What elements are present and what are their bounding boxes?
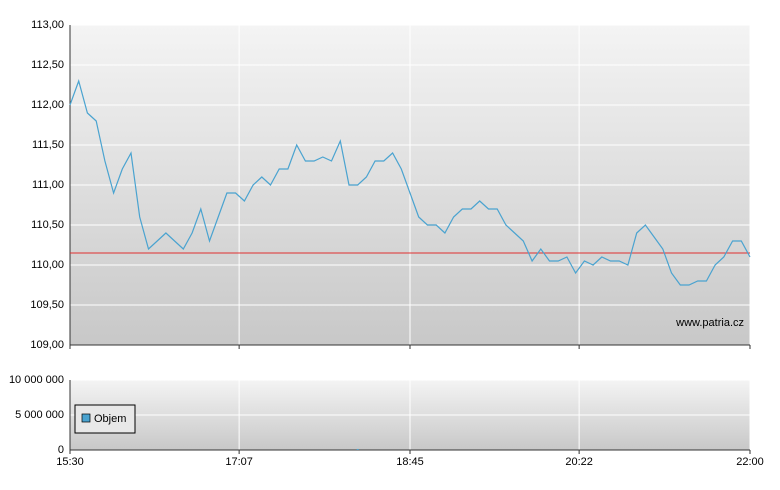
- x-tick-label: 15:30: [56, 456, 84, 468]
- y-tick-label: 109,50: [30, 299, 64, 311]
- y-tick-label: 110,00: [31, 259, 64, 271]
- legend: Objem: [74, 404, 136, 434]
- y-tick-label: 111,00: [32, 179, 64, 191]
- legend-label: Objem: [94, 413, 126, 425]
- price-line: [69, 79, 751, 286]
- legend-swatch: [81, 413, 91, 423]
- y-tick-label: 110,50: [31, 219, 64, 231]
- watermark: www.patria.cz: [675, 317, 744, 329]
- volume-bar: [356, 448, 359, 450]
- x-tick-label: 17:07: [225, 456, 253, 468]
- y-tick-label: 10 000 000: [9, 374, 64, 386]
- y-tick-label: 109,00: [30, 339, 64, 351]
- y-tick-label: 5 000 000: [15, 409, 64, 421]
- y-tick-label: 112,00: [31, 99, 64, 111]
- y-tick-label: 113,00: [31, 19, 64, 31]
- x-tick-label: 18:45: [396, 456, 424, 468]
- x-tick-label: 22:00: [736, 456, 764, 468]
- y-tick-label: 0: [58, 444, 64, 456]
- y-tick-label: 112,50: [31, 59, 64, 71]
- y-tick-label: 111,50: [32, 139, 64, 151]
- x-tick-label: 20:22: [565, 456, 593, 468]
